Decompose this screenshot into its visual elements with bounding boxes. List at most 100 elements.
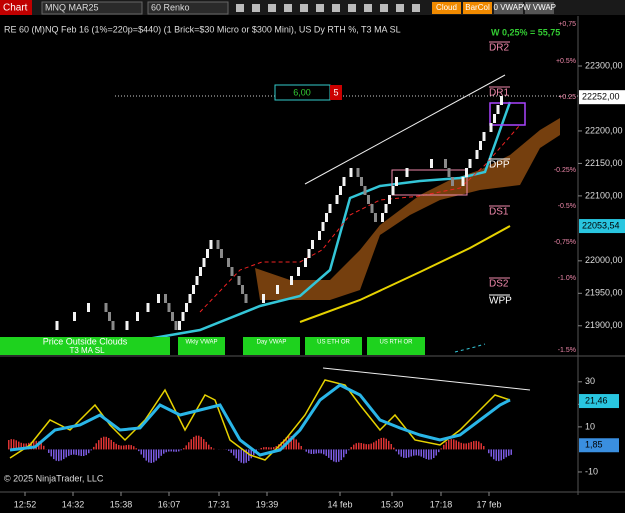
panel-button-label: Wkly VWAP [185, 340, 217, 346]
hist-bar [68, 449, 70, 456]
hist-bar [18, 441, 20, 450]
hist-bar [393, 447, 395, 450]
hist-bar [453, 439, 455, 450]
chart-tab[interactable] [0, 0, 32, 15]
hist-bar [240, 449, 242, 463]
hist-bar [193, 436, 195, 450]
y-tick-label: 10 [585, 421, 595, 431]
percent-level: -1.5% [558, 347, 576, 354]
hist-bar [293, 437, 295, 450]
hist-bar [483, 446, 485, 450]
hist-bar [330, 449, 332, 460]
brick [262, 294, 265, 303]
copyright: © 2025 NinjaTrader, LLC [4, 473, 104, 483]
hist-bar [345, 449, 347, 454]
brick [335, 195, 339, 204]
panel-button[interactable] [367, 337, 425, 355]
hist-bar [498, 449, 500, 462]
x-tick-label: 17:31 [208, 499, 231, 509]
hist-bar [163, 449, 165, 454]
hist-bar [375, 440, 377, 450]
hist-bar [488, 449, 490, 454]
hist-bar [20, 442, 22, 450]
percent-level: -0.25% [554, 167, 576, 174]
hist-bar [123, 445, 125, 450]
hist-bar [120, 445, 122, 450]
y-tick-label: 22000,00 [585, 255, 623, 265]
x-tick-label: 17:18 [430, 499, 453, 509]
hist-bar [63, 449, 65, 460]
brick [311, 240, 314, 249]
histogram [8, 435, 512, 464]
hist-bar [318, 449, 320, 454]
hist-bar [50, 449, 52, 457]
brick [493, 114, 496, 123]
brick [104, 303, 108, 312]
hist-bar [8, 440, 10, 450]
toolbar-icons [236, 4, 420, 12]
brick [374, 213, 377, 222]
brick [405, 168, 409, 177]
hist-bar [505, 449, 507, 458]
hist-bar [235, 449, 237, 459]
day-vwap [199, 124, 521, 313]
hist-bar [53, 449, 55, 460]
brick [202, 258, 206, 267]
x-tick-label: 14:32 [62, 499, 85, 509]
hist-bar [405, 449, 407, 458]
panel-button[interactable] [305, 337, 362, 355]
toolbar-button[interactable] [463, 2, 492, 14]
hist-bar [348, 449, 350, 451]
brick [192, 285, 195, 294]
toolbar-button-label: 0 VWAP [494, 3, 524, 12]
toolbar-button[interactable] [432, 2, 461, 14]
instrument-select[interactable] [41, 1, 143, 15]
hist-bar [455, 440, 457, 450]
brick [111, 321, 115, 330]
hist-bar [118, 445, 120, 450]
panel-button[interactable] [243, 337, 300, 355]
hist-bar [428, 449, 430, 460]
percent-level: -0.5% [558, 203, 576, 210]
hist-bar [310, 449, 312, 454]
hist-bar [445, 441, 447, 450]
level-value: 6,00 [293, 87, 311, 97]
hist-bar [83, 449, 85, 457]
hist-bar [228, 449, 230, 451]
percent-level: +0.5% [556, 58, 576, 65]
hist-bar [160, 449, 162, 456]
hist-bar [150, 449, 152, 463]
hist-bar [448, 439, 450, 450]
brick [181, 312, 185, 321]
brick [468, 159, 472, 168]
hist-bar [443, 444, 445, 450]
hist-bar [338, 449, 340, 462]
hist-bar [78, 449, 80, 456]
y-tick-label: 21950,00 [585, 288, 623, 298]
hist-bar [230, 449, 232, 453]
hist-bar [70, 449, 72, 455]
brick [328, 204, 332, 213]
hist-bar [363, 443, 365, 450]
bar-type-select[interactable] [147, 1, 229, 15]
hist-bar [105, 436, 107, 450]
panel-button[interactable] [178, 337, 225, 355]
brick [171, 312, 174, 321]
hist-bar [435, 449, 437, 456]
brick [244, 294, 248, 303]
toolbar-button[interactable] [494, 2, 523, 14]
hist-bar [313, 449, 315, 454]
brick [178, 321, 181, 330]
panel-button[interactable] [0, 337, 170, 355]
brick [349, 168, 353, 177]
hist-bar [350, 447, 352, 450]
brick [318, 231, 321, 240]
hist-bar [463, 443, 465, 450]
brick [87, 303, 90, 312]
hist-bar [308, 449, 310, 454]
toolbar-button[interactable] [525, 2, 554, 14]
hist-bar [260, 447, 262, 450]
hist-bar [130, 445, 132, 450]
hist-bar [440, 448, 442, 450]
hist-bar [238, 449, 240, 461]
